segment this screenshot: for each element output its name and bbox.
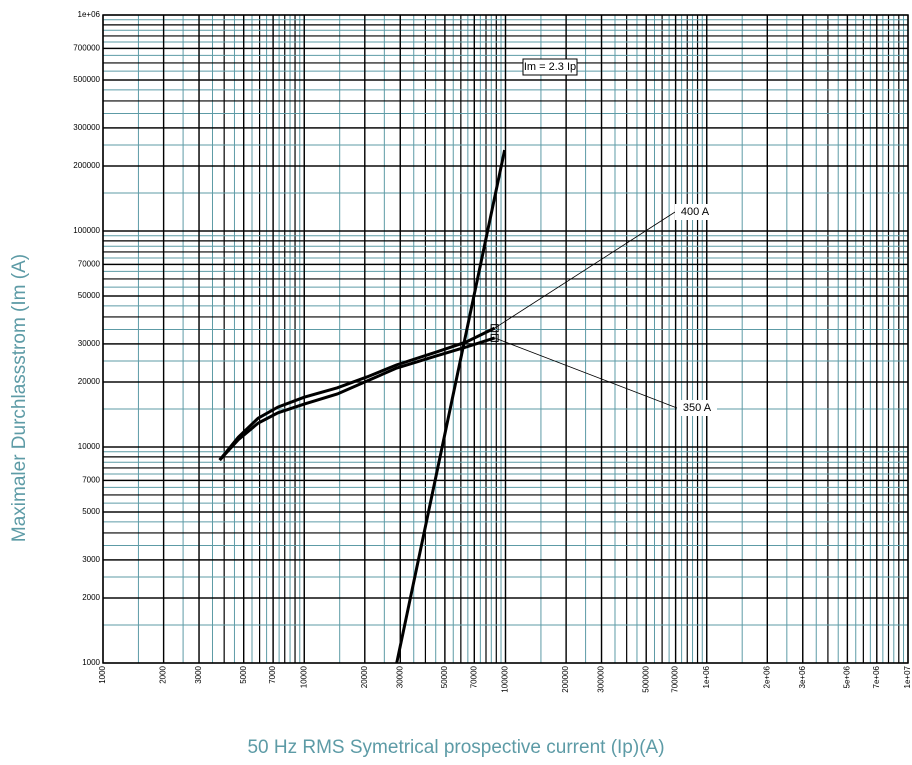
y-tick-label: 3000 [82,555,100,564]
x-tick-label: 10000 [299,665,308,688]
x-tick-label: 200000 [561,665,570,692]
x-tick-label: 100000 [501,665,510,692]
x-tick-label: 70000 [469,665,478,688]
series-line [395,149,507,664]
x-tick-label: 1000 [98,665,107,683]
y-axis-title: Maximaler Durchlassstrom (Im (A) [9,254,30,542]
label-bg [677,400,717,416]
x-tick-label: 2000 [159,665,168,683]
x-tick-label: 700000 [671,665,680,692]
series-line [218,336,496,462]
end-marker [490,324,499,333]
legend-label: 400 A [681,206,710,218]
y-tick-label: 1e+06 [78,10,101,19]
series-line [218,326,496,462]
x-tick-label: 5000 [239,665,248,683]
label-bg [675,204,715,220]
legend-label: Im = 2.3 Ip [524,61,576,73]
y-tick-label: 70000 [78,260,101,269]
x-tick-label: 30000 [395,665,404,688]
x-tick-label: 2e+06 [762,665,771,688]
y-tick-label: 200000 [73,161,100,170]
x-tick-label: 3000 [194,665,203,683]
y-tick-label: 300000 [73,123,100,132]
y-tick-label: 10000 [78,442,101,451]
x-tick-label: 7000 [268,665,277,683]
x-axis-title: 50 Hz RMS Symetrical prospective current… [247,737,664,758]
y-tick-label: 20000 [78,377,101,386]
y-tick-label: 2000 [82,593,100,602]
leader-line [494,337,678,409]
y-tick-label: 100000 [73,226,100,235]
y-tick-label: 5000 [82,507,100,516]
legend-label: 350 A [683,402,712,414]
y-tick-label: 30000 [78,339,101,348]
x-tick-label: 20000 [360,665,369,688]
end-marker [490,333,499,342]
x-tick-label: 1e+07 [903,665,912,688]
y-tick-label: 700000 [73,44,100,53]
x-tick-label: 3e+06 [798,665,807,688]
x-tick-label: 300000 [597,665,606,692]
x-tick-label: 50000 [440,665,449,688]
x-tick-label: 5e+06 [843,665,852,688]
x-tick-label: 1e+06 [702,665,711,688]
plot-frame [102,14,909,664]
leader-line [494,211,676,329]
label-box [522,58,578,76]
y-tick-label: 500000 [73,75,100,84]
x-tick-label: 7e+06 [872,665,881,688]
y-tick-label: 1000 [82,658,100,667]
x-tick-label: 500000 [641,665,650,692]
y-tick-label: 50000 [78,291,101,300]
y-tick-label: 7000 [82,476,100,485]
